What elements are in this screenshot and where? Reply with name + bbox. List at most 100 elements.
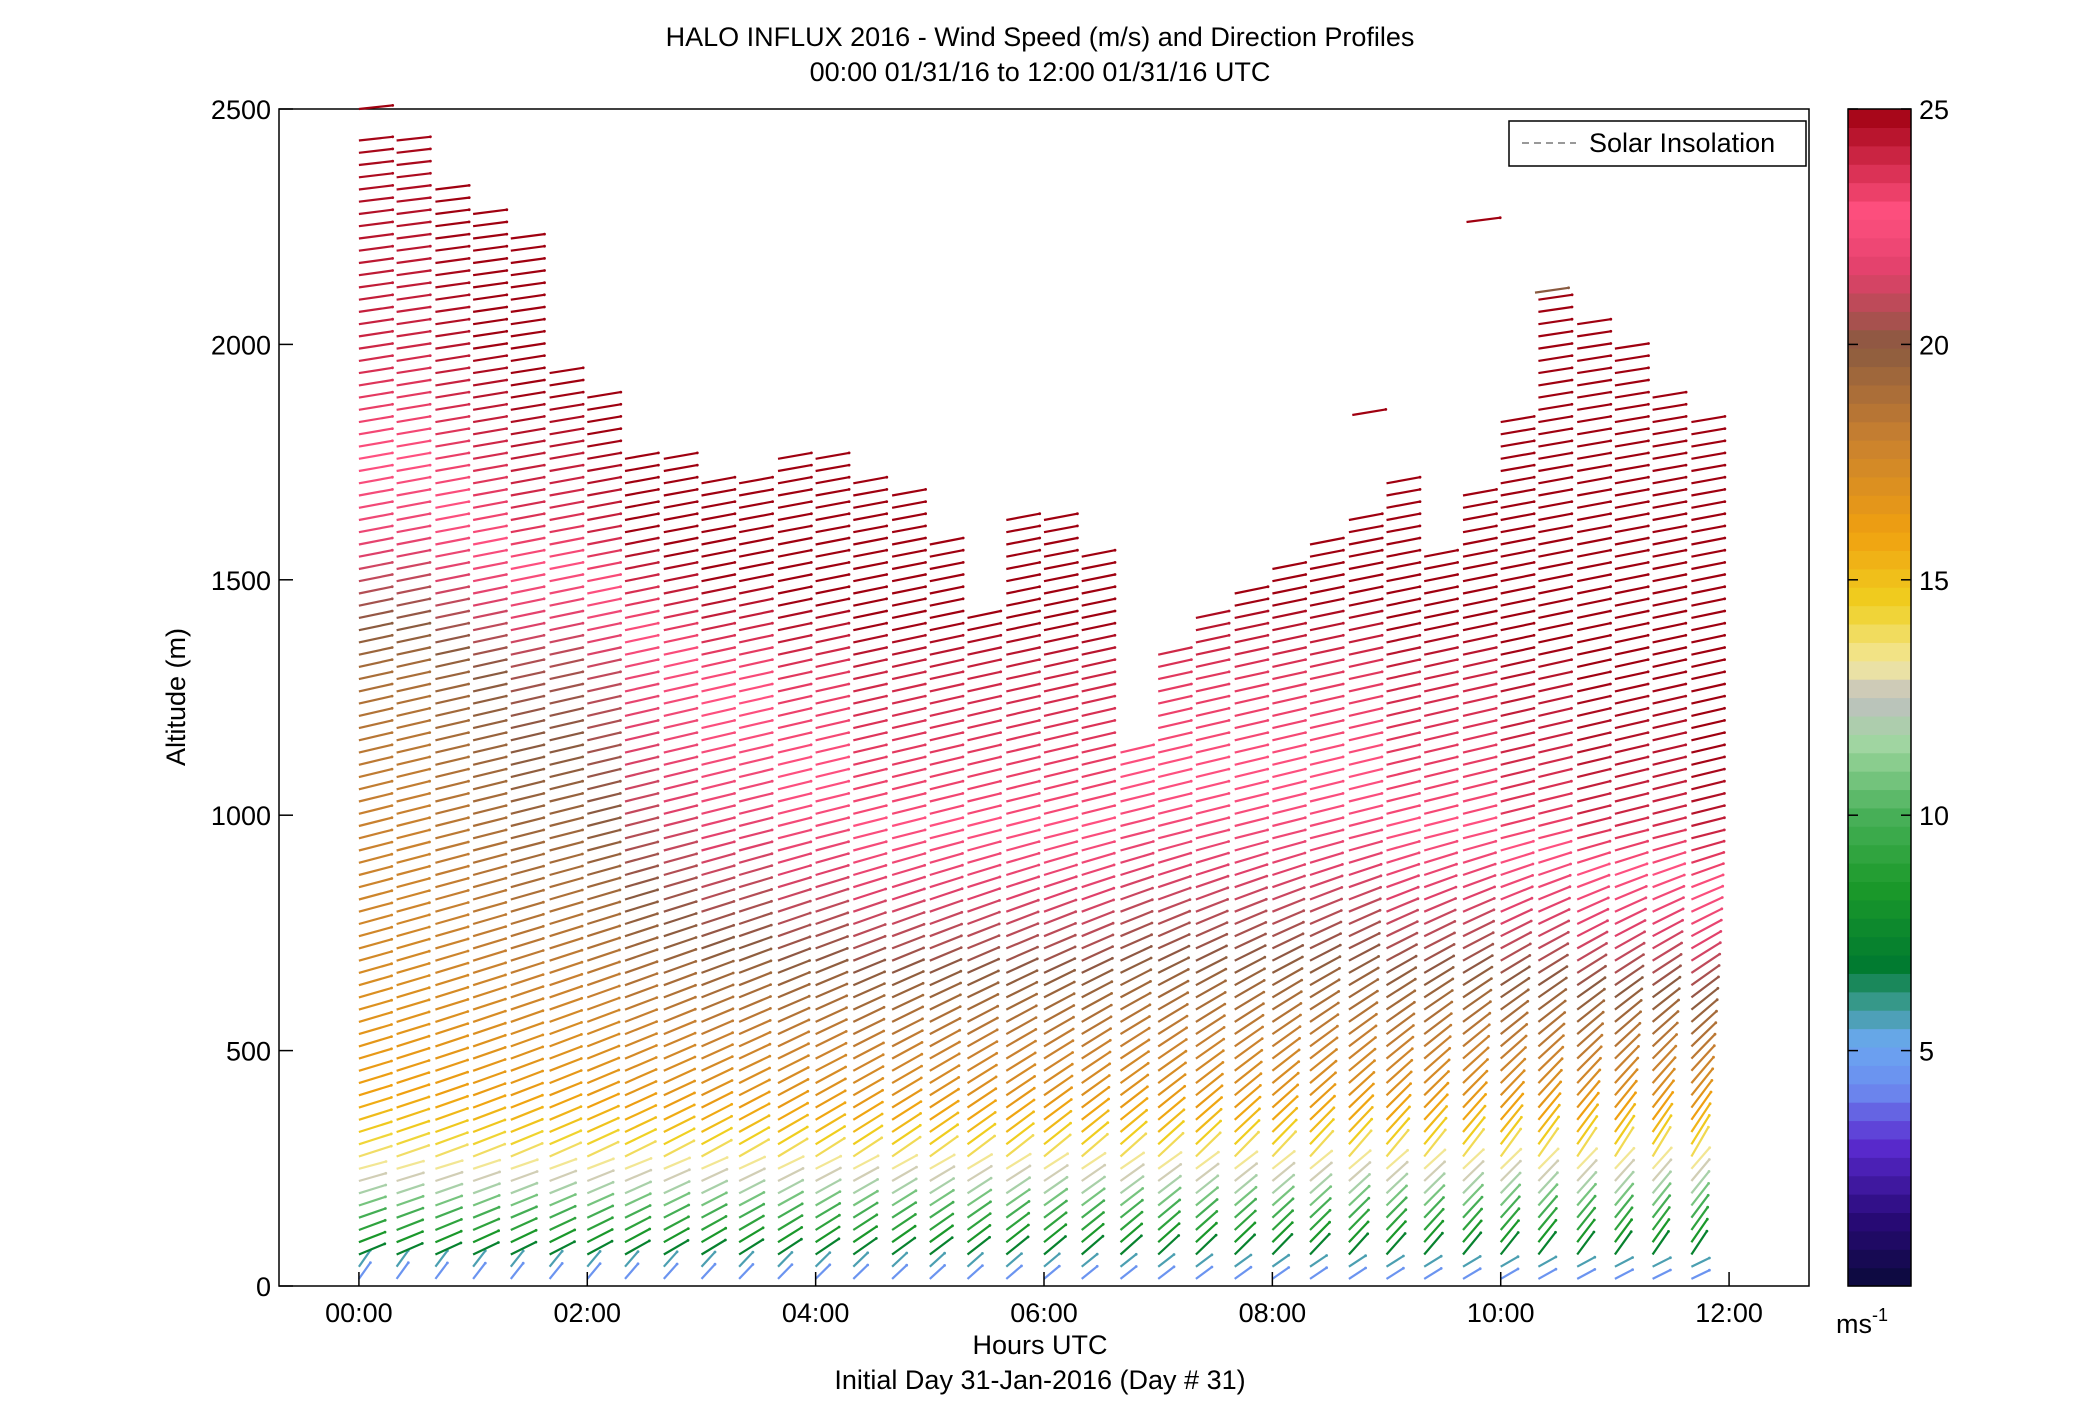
wind-barb-head: [1718, 952, 1722, 956]
wind-barb-head: [1723, 475, 1727, 479]
wind-barb: [1538, 561, 1572, 571]
wind-barb: [1462, 536, 1497, 546]
wind-barb: [1423, 780, 1458, 791]
wind-barb: [1614, 1183, 1634, 1207]
wind-barb-head: [921, 1005, 925, 1009]
wind-barb: [1195, 1026, 1225, 1048]
wind-barb-head: [656, 900, 659, 904]
wind-barb: [777, 1066, 809, 1085]
wind-barb: [1538, 318, 1573, 326]
wind-barb: [700, 1103, 733, 1121]
wind-barb-head: [807, 1030, 811, 1034]
wind-barb-head: [687, 1180, 691, 1183]
wind-barb: [1462, 1255, 1481, 1268]
wind-barb: [510, 281, 545, 289]
wind-barb: [1271, 956, 1303, 974]
wind-barb-head: [1486, 1058, 1489, 1061]
wind-barb: [1614, 451, 1649, 460]
wind-barb: [435, 682, 469, 693]
wind-barb-head: [843, 1125, 846, 1128]
wind-barb: [1043, 658, 1078, 668]
wind-barb: [1081, 1027, 1112, 1048]
wind-barb-head: [733, 488, 737, 491]
wind-barb-head: [429, 184, 432, 187]
wind-barb-head: [1455, 804, 1459, 807]
wind-barb: [738, 1126, 770, 1146]
wind-barb-head: [1516, 1267, 1520, 1271]
wind-barb-head: [504, 767, 508, 771]
wind-barb: [396, 1095, 430, 1109]
wind-barb: [624, 682, 659, 693]
wind-barb: [396, 901, 430, 913]
wind-barb-head: [391, 171, 395, 175]
wind-barb-head: [656, 694, 660, 698]
wind-barb: [1005, 1122, 1034, 1146]
wind-barb-head: [1149, 980, 1152, 983]
wind-barb: [472, 512, 507, 522]
wind-barb: [1272, 609, 1306, 619]
wind-barb-head: [542, 548, 546, 552]
wind-barb: [358, 269, 393, 277]
wind-barb: [1576, 719, 1611, 730]
wind-barb: [663, 561, 698, 571]
wind-barb: [1614, 1045, 1640, 1072]
wind-barb-head: [1372, 1071, 1376, 1074]
wind-barb: [891, 731, 926, 742]
wind-barb: [1386, 768, 1420, 779]
wind-barb: [1043, 1265, 1061, 1280]
wind-barb-head: [1221, 1061, 1225, 1064]
wind-barb: [1462, 780, 1497, 791]
wind-barb-head: [1266, 646, 1270, 649]
wind-barb: [1348, 1059, 1376, 1084]
wind-barb: [1500, 804, 1534, 815]
wind-barb: [1234, 967, 1266, 987]
wind-barb: [1423, 863, 1457, 877]
wind-barb: [510, 670, 545, 681]
wind-barb: [1195, 840, 1229, 852]
wind-barb: [852, 1178, 879, 1195]
wind-barb-head: [1341, 840, 1345, 843]
wind-barb: [1157, 1050, 1187, 1072]
wind-barb: [967, 622, 1002, 632]
wind-barb-head: [989, 1188, 993, 1192]
wind-barb-head: [617, 1068, 621, 1072]
wind-barb: [663, 500, 698, 509]
wind-barb: [1500, 874, 1533, 889]
wind-barb: [1234, 1049, 1263, 1072]
wind-barb: [1309, 573, 1344, 583]
wind-barb-head: [1304, 561, 1308, 564]
wind-barb: [1576, 634, 1611, 644]
wind-barb: [701, 512, 736, 522]
wind-barb-head: [460, 1218, 463, 1221]
wind-barb-head: [467, 573, 471, 576]
x-tick-label: 02:00: [553, 1298, 621, 1328]
wind-barb-head: [847, 706, 851, 710]
wind-barb: [624, 1116, 657, 1133]
wind-barb: [358, 354, 393, 362]
wind-barb-head: [733, 658, 737, 661]
wind-barb: [1614, 1231, 1633, 1256]
wind-barb-head: [617, 1044, 621, 1048]
wind-barb-head: [649, 1180, 652, 1184]
wind-barb-head: [996, 1004, 1000, 1008]
wind-barb: [1385, 1106, 1411, 1133]
wind-barb: [1652, 682, 1687, 693]
wind-barb-head: [1684, 731, 1688, 734]
wind-barb-head: [1494, 609, 1498, 613]
wind-barb-head: [1342, 561, 1345, 564]
wind-barb: [1195, 1073, 1224, 1097]
wind-barb: [396, 925, 430, 938]
wind-barb-head: [611, 1192, 615, 1196]
wind-barb-head: [1261, 1025, 1264, 1029]
wind-barb: [966, 1028, 998, 1048]
wind-barb-head: [617, 996, 621, 1000]
wind-barb: [1081, 828, 1115, 840]
wind-barb-head: [730, 1126, 733, 1130]
wind-barb: [358, 342, 393, 350]
wind-barb: [929, 1264, 946, 1280]
wind-barb: [510, 889, 544, 901]
wind-barb: [1348, 1209, 1370, 1231]
wind-barb-head: [1678, 975, 1682, 979]
wind-barb: [1005, 863, 1040, 877]
wind-barb: [1386, 851, 1420, 864]
